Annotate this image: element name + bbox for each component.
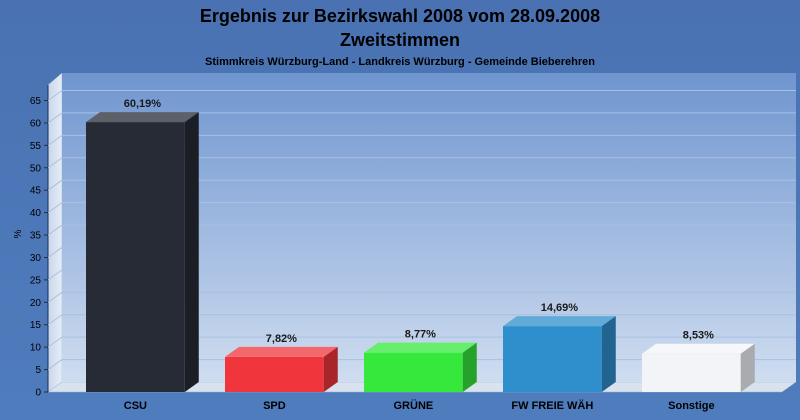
bar-front	[642, 353, 741, 392]
bar-top	[225, 346, 338, 357]
data-label: 60,19%	[124, 98, 162, 110]
y-tick-label: 25	[30, 275, 42, 286]
y-tick-label: 5	[35, 365, 41, 376]
category-labels: CSU SPD GRÜNE FW FREIE WÄH Sonstige	[124, 399, 715, 412]
data-label: 8,77%	[405, 329, 436, 341]
bar-top	[642, 343, 755, 354]
grid-line-side	[47, 157, 63, 169]
bar-top	[364, 342, 477, 353]
y-axis-label: %	[13, 229, 24, 238]
grid-line-side	[47, 224, 63, 236]
bar	[225, 346, 338, 392]
y-tick-label: 55	[30, 141, 42, 152]
bar-top	[86, 112, 199, 123]
y-tick-label: 65	[30, 96, 42, 107]
bar-side	[184, 112, 199, 393]
bar-top	[503, 316, 616, 327]
y-tick-label: 10	[30, 343, 42, 354]
bar	[503, 316, 616, 392]
grid-line-side	[47, 314, 63, 326]
y-tick-label: 30	[30, 253, 42, 264]
grid-line-side	[47, 179, 63, 191]
bar-side	[323, 346, 338, 392]
chart-subtitle: Stimmkreis Würzburg-Land - Landkreis Wür…	[205, 56, 595, 68]
y-tick-labels: 0 5 10 15 20 25 30 35 40 45 50 55 60 65	[30, 96, 48, 399]
y-tick-label: 45	[30, 186, 42, 197]
x-tick-label: CSU	[124, 400, 147, 412]
y-tick-label: 35	[30, 231, 42, 242]
grid-line-side	[47, 134, 63, 146]
y-tick-label: 0	[35, 388, 41, 399]
y-tick-label: 40	[30, 208, 42, 219]
data-label: 8,53%	[683, 330, 714, 342]
grid-line-side	[47, 90, 63, 101]
bar-side	[601, 316, 616, 392]
bar-side	[740, 343, 755, 392]
y-tick-label: 20	[30, 298, 42, 309]
bar-side	[462, 342, 477, 392]
grid-line-side	[47, 112, 63, 124]
x-tick-label: FW FREIE WÄH	[511, 399, 593, 412]
grid-line-side	[47, 202, 63, 214]
bar-front	[364, 352, 463, 392]
bar-front	[86, 122, 185, 393]
bar-front	[503, 326, 602, 392]
plot-area: 0 5 10 15 20 25 30 35 40 45 50 55 60 65 60,19% 7,82% 8,…	[30, 72, 797, 412]
bar-front	[225, 356, 324, 392]
bars: 60,19% 7,82% 8,77% 14,69% 8,53%	[86, 98, 755, 393]
x-tick-label: GRÜNE	[394, 399, 434, 412]
chart-title-secondary: Zweitstimmen	[340, 30, 460, 50]
data-label: 7,82%	[266, 333, 297, 345]
x-tick-label: SPD	[263, 400, 286, 412]
grid-line-side	[47, 269, 63, 281]
grid-line-side	[47, 336, 63, 348]
y-tick-label: 50	[30, 163, 42, 174]
grid-line-side	[47, 359, 63, 370]
bar	[364, 342, 477, 392]
x-tick-label: Sonstige	[668, 400, 714, 412]
chart-title: Ergebnis zur Bezirkswahl 2008 vom 28.09.…	[200, 6, 600, 26]
data-label: 14,69%	[541, 302, 579, 314]
bar	[642, 343, 755, 392]
bar	[86, 112, 199, 393]
y-tick-label: 60	[30, 118, 42, 129]
grid-line-side	[47, 291, 63, 303]
y-tick-label: 15	[30, 320, 42, 331]
grid-line-side	[47, 247, 63, 258]
